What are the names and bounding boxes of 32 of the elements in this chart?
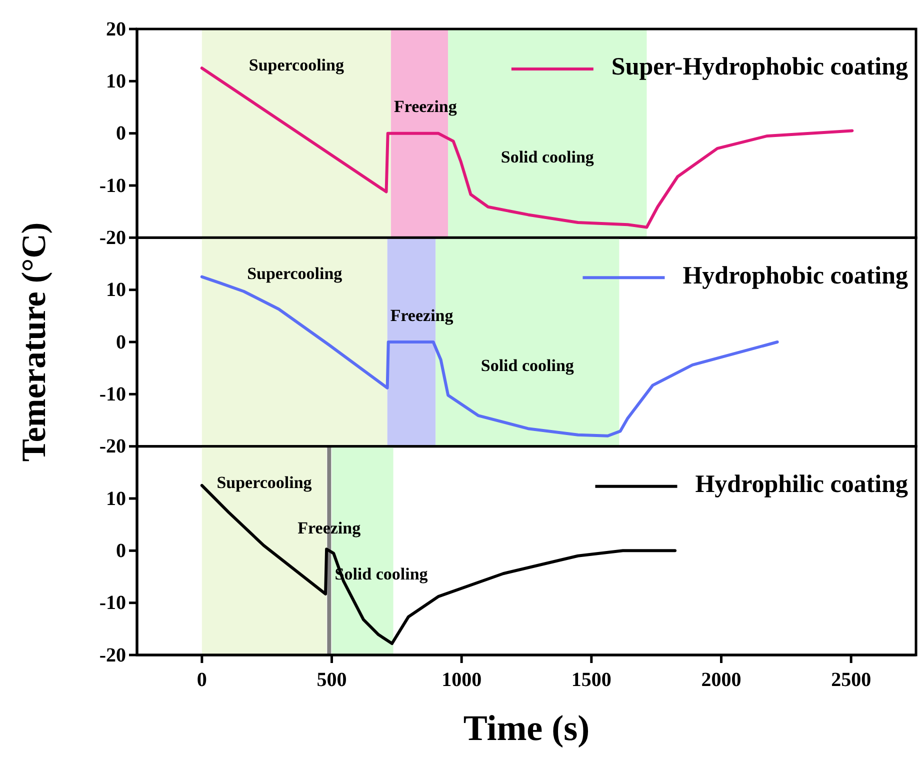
x-tick-label: 2500 bbox=[831, 669, 872, 691]
y-tick-label: -20 bbox=[99, 436, 126, 458]
band-label: Solid cooling bbox=[500, 147, 594, 166]
x-tick-label: 1500 bbox=[571, 669, 612, 691]
y-tick-label: 10 bbox=[106, 488, 126, 510]
ref-line-label: Freezing bbox=[298, 518, 362, 538]
y-tick-label: 10 bbox=[106, 70, 126, 93]
y-tick-label: -10 bbox=[99, 174, 126, 197]
y-axis-title: Temerature (°C) bbox=[16, 222, 53, 462]
x-axis-title: Time (s) bbox=[463, 708, 590, 748]
y-tick-label: 0 bbox=[116, 331, 126, 354]
y-tick-label: -20 bbox=[99, 227, 126, 250]
y-tick-label: -20 bbox=[99, 644, 126, 666]
x-tick-label: 500 bbox=[316, 669, 347, 691]
band-label: Freezing bbox=[390, 306, 454, 325]
y-tick-label: -10 bbox=[99, 384, 126, 406]
band-label: Supercooling bbox=[216, 472, 312, 492]
band-label: Supercooling bbox=[247, 264, 343, 284]
y-tick-label: 10 bbox=[106, 279, 126, 302]
y-tick-label: 0 bbox=[116, 122, 126, 145]
legend-label: Super-Hydrophobic coating bbox=[611, 54, 908, 81]
legend-label: Hydrophobic coating bbox=[682, 262, 908, 290]
y-tick-label: -10 bbox=[99, 592, 126, 614]
y-tick-label: 20 bbox=[106, 18, 126, 40]
y-tick-label: 0 bbox=[116, 540, 126, 562]
x-tick-label: 0 bbox=[196, 669, 207, 691]
x-tick-label: 1000 bbox=[442, 669, 482, 691]
band-label: Supercooling bbox=[248, 55, 344, 74]
x-tick-label: 2000 bbox=[701, 669, 742, 691]
band-label: Freezing bbox=[394, 97, 458, 116]
band-label: Solid cooling bbox=[480, 356, 574, 375]
legend-label: Hydrophilic coating bbox=[695, 471, 908, 498]
